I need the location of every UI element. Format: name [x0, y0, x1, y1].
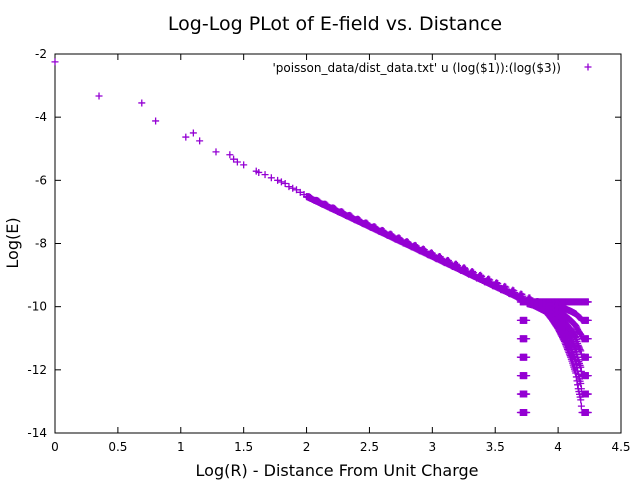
y-axis-label: Log(E)	[3, 217, 22, 268]
y-tick-label: -14	[27, 426, 47, 440]
data-point	[233, 158, 241, 166]
data-point	[267, 174, 275, 182]
data-point	[261, 171, 269, 179]
data-point	[289, 184, 297, 192]
data-point	[523, 372, 531, 380]
data-point	[226, 151, 234, 159]
x-tick-label: 0	[51, 440, 59, 454]
data-point	[51, 58, 59, 66]
data-point	[292, 186, 300, 194]
y-tick-label: -2	[35, 47, 47, 61]
data-point	[230, 155, 238, 163]
data-point	[138, 99, 146, 107]
data-point	[196, 137, 204, 145]
data-point	[212, 148, 220, 156]
y-axis: -14 -12 -10 -8 -6 -4 -2	[27, 47, 621, 440]
data-point	[182, 133, 190, 141]
data-point	[523, 408, 531, 416]
x-tick-label: 3.5	[486, 440, 505, 454]
data-point	[277, 178, 285, 186]
data-point	[523, 316, 531, 324]
data-point	[189, 129, 197, 137]
data-point	[584, 372, 592, 380]
y-tick-label: -8	[35, 237, 47, 251]
chart-title: Log-Log PLot of E-field vs. Distance	[168, 13, 502, 35]
y-tick-label: -10	[27, 300, 47, 314]
data-point	[584, 316, 592, 324]
data-point	[95, 92, 103, 100]
x-tick-label: 1	[177, 440, 185, 454]
data-point	[584, 390, 592, 398]
x-tick-label: 4.5	[611, 440, 630, 454]
data-point	[523, 390, 531, 398]
legend-marker-glyph	[584, 63, 592, 71]
data-points	[51, 58, 592, 416]
data-point	[584, 353, 592, 361]
data-point	[584, 408, 592, 416]
data-point	[584, 298, 592, 306]
data-point	[240, 161, 248, 169]
y-tick-label: -6	[35, 173, 47, 187]
data-point	[577, 396, 585, 404]
data-point	[584, 335, 592, 343]
x-tick-label: 4	[554, 440, 562, 454]
y-tick-label: -12	[27, 363, 47, 377]
data-point	[523, 353, 531, 361]
plot-frame	[54, 53, 622, 434]
x-axis-label: Log(R) - Distance From Unit Charge	[196, 461, 479, 480]
x-tick-label: 2	[303, 440, 311, 454]
x-tick-label: 2.5	[360, 440, 379, 454]
data-point	[255, 168, 263, 176]
data-point	[281, 179, 289, 187]
x-tick-label: 1.5	[234, 440, 253, 454]
data-point	[285, 183, 293, 191]
x-tick-label: 3	[429, 440, 437, 454]
legend-marker	[584, 63, 592, 71]
data-point	[152, 117, 160, 125]
data-point	[296, 188, 304, 196]
data-point	[523, 335, 531, 343]
x-axis: 0 0.5 1 1.5 2 2.5 3 3.5 4 4.5	[51, 54, 631, 454]
legend-entry-label: 'poisson_data/dist_data.txt' u (log($1))…	[272, 61, 561, 75]
x-tick-label: 0.5	[108, 440, 127, 454]
data-point	[577, 402, 585, 410]
data-point	[274, 176, 282, 184]
y-tick-label: -4	[35, 110, 47, 124]
legend: 'poisson_data/dist_data.txt' u (log($1))…	[272, 61, 592, 75]
